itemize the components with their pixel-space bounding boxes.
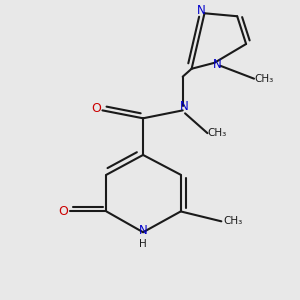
Text: H: H bbox=[139, 238, 147, 248]
Text: N: N bbox=[180, 100, 189, 113]
Text: O: O bbox=[91, 102, 101, 116]
Text: N: N bbox=[213, 58, 222, 71]
Text: CH₃: CH₃ bbox=[208, 128, 227, 138]
Text: O: O bbox=[58, 205, 68, 218]
Text: CH₃: CH₃ bbox=[254, 74, 274, 84]
Text: N: N bbox=[139, 224, 147, 237]
Text: N: N bbox=[196, 4, 205, 17]
Text: CH₃: CH₃ bbox=[223, 216, 242, 226]
